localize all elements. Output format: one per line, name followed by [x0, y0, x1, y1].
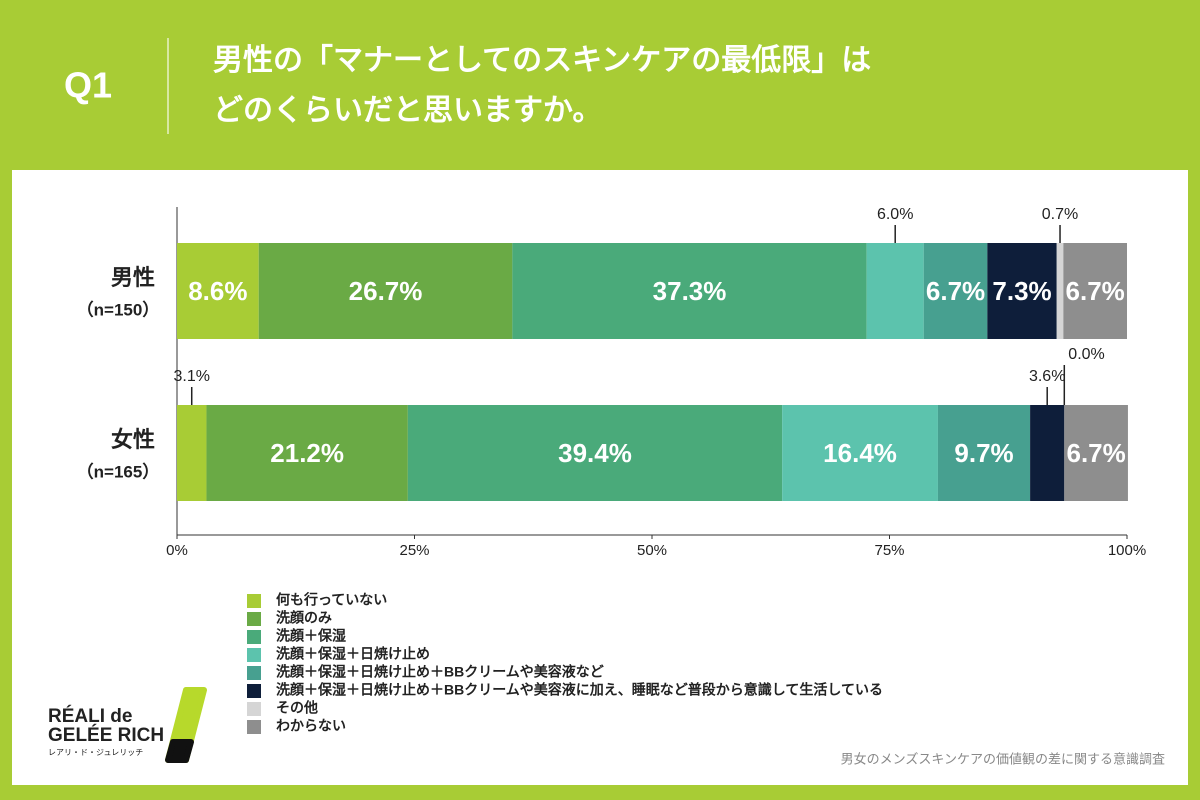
legend-label: 洗顔のみ [276, 610, 332, 626]
brand-name: GELÉE RICH [48, 724, 164, 746]
legend-swatch [247, 648, 261, 662]
bar-segment [407, 405, 783, 501]
logo-mark [165, 739, 194, 763]
value-label: 16.4% [823, 438, 897, 468]
bar-segment [1030, 405, 1065, 501]
value-label: 8.6% [188, 276, 247, 306]
legend-swatch [247, 612, 261, 626]
legend-label: 洗顔＋保湿 [276, 628, 346, 644]
legend-swatch [247, 684, 261, 698]
legend-label: 洗顔＋保湿＋日焼け止め [276, 646, 430, 662]
brand-kana: レアリ・ド・ジュレリッチ [48, 748, 143, 757]
bar-segment [1063, 243, 1127, 339]
bar-segment [512, 243, 867, 339]
legend-swatch [247, 666, 261, 680]
category-note: （n=150） [77, 299, 160, 319]
bar-segment [923, 243, 988, 339]
bar-segment [937, 405, 1031, 501]
chart-title: どのくらいだと思いますか。 [213, 94, 602, 127]
value-label: 6.7% [926, 276, 985, 306]
value-label: 26.7% [349, 276, 423, 306]
value-label: 39.4% [558, 438, 632, 468]
bar-segment [177, 405, 207, 501]
value-label: 3.6% [1029, 368, 1065, 385]
value-label: 6.0% [877, 206, 913, 223]
value-label: 6.7% [1066, 276, 1125, 306]
value-label: 6.7% [1066, 438, 1125, 468]
bar-segment [177, 243, 259, 339]
x-tick-label: 100% [1108, 542, 1146, 559]
legend-swatch [247, 720, 261, 734]
bar-segment [206, 405, 408, 501]
bar-segment [1064, 405, 1128, 501]
question-number: Q1 [64, 65, 112, 106]
x-tick-label: 25% [399, 542, 429, 559]
x-tick-label: 75% [874, 542, 904, 559]
bar-segment [987, 243, 1057, 339]
bar-segment [782, 405, 938, 501]
legend-label: わからない [276, 718, 346, 734]
value-label: 7.3% [992, 276, 1051, 306]
legend-swatch [247, 594, 261, 608]
value-label: 0.0% [1068, 346, 1104, 363]
legend-label: 何も行っていない [276, 592, 387, 608]
legend-swatch [247, 630, 261, 644]
brand-name: RÉALI de [48, 705, 132, 727]
bar-segment [258, 243, 513, 339]
value-label: 37.3% [653, 276, 727, 306]
category-note: （n=165） [77, 461, 160, 481]
bar-segment [1056, 243, 1064, 339]
value-label: 0.7% [1042, 206, 1078, 223]
value-label: 21.2% [270, 438, 344, 468]
category-label: 男性 [111, 265, 155, 290]
legend-label: その他 [276, 700, 318, 716]
category-label: 女性 [111, 427, 155, 452]
legend-label: 洗顔＋保湿＋日焼け止め＋BBクリームや美容液など [276, 664, 604, 680]
bar-segment [866, 243, 924, 339]
x-tick-label: 50% [637, 542, 667, 559]
source: 男女のメンズスキンケアの価値観の差に関する意識調査 [841, 751, 1165, 766]
legend-swatch [247, 702, 261, 716]
value-label: 9.7% [954, 438, 1013, 468]
legend-label: 洗顔＋保湿＋日焼け止め＋BBクリームや美容液に加え、睡眠など普段から意識して生活… [276, 682, 883, 698]
value-label: 3.1% [173, 368, 209, 385]
x-tick-label: 0% [166, 542, 188, 559]
logo: RÉALI de GELÉE RICH レアリ・ド・ジュレリッチ [48, 687, 207, 763]
chart-title: 男性の「マナーとしてのスキンケアの最低限」は [213, 44, 871, 77]
